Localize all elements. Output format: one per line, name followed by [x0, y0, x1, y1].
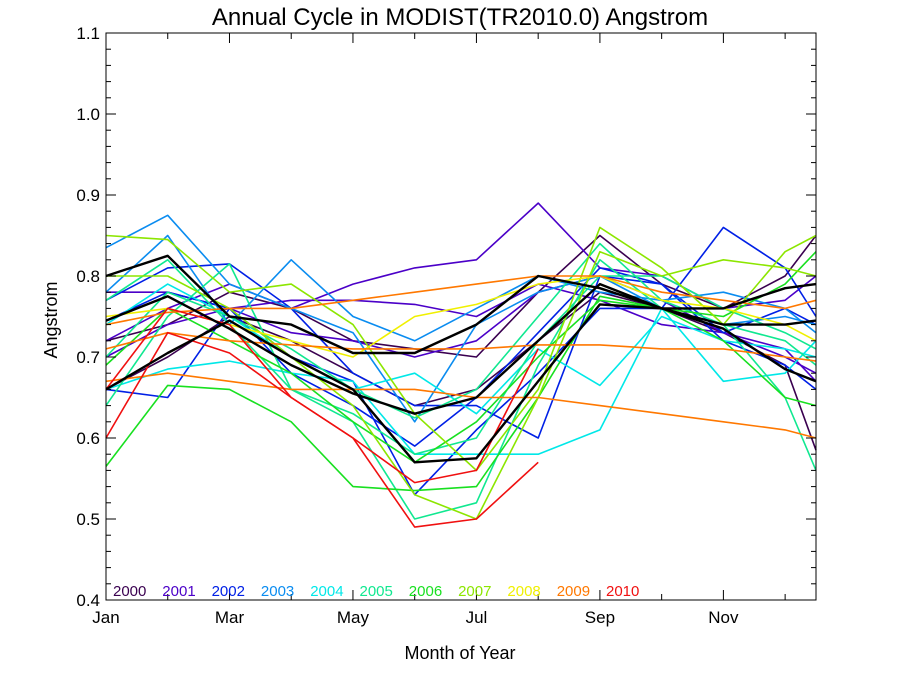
legend-entry-2010: 2010: [606, 583, 639, 600]
legend: 2000 2001 2002 2003 2004 2005 2006 2007 2008 2009…: [113, 583, 639, 600]
plot-lines: [105, 202, 817, 528]
legend-entry-2000: 2000: [113, 583, 146, 600]
legend-entry-2005: 2005: [360, 583, 393, 600]
y-tick-label: 0.4: [76, 591, 100, 610]
x-tick-label: Jan: [92, 608, 119, 627]
legend-entry-2006: 2006: [409, 583, 442, 600]
series-line-2006-1: [105, 295, 817, 492]
legend-entry-2003: 2003: [261, 583, 294, 600]
legend-entry-2007: 2007: [458, 583, 491, 600]
x-tick-label: Sep: [585, 608, 615, 627]
y-tick-label: 0.8: [76, 267, 100, 286]
plot-frame: 0.4 0.5 0.6 0.7 0.8 0.9 1.0 1.1 Jan Mar May Jul Sep N…: [76, 24, 817, 627]
legend-entry-2004: 2004: [310, 583, 343, 600]
plot-border: [105, 32, 817, 601]
series-line-2005-2: [105, 263, 817, 456]
legend-entry-2002: 2002: [212, 583, 245, 600]
x-axis-label: Month of Year: [404, 643, 515, 663]
y-axis-label: Angstrom: [41, 281, 61, 358]
series-line-2010-2: [105, 307, 539, 484]
legend-entry-2008: 2008: [507, 583, 540, 600]
y-tick-label: 0.9: [76, 186, 100, 205]
series-line-mean-2: [105, 282, 817, 464]
series-line-mean-1: [105, 282, 817, 415]
series-line-2004-1: [105, 307, 817, 456]
y-tick-label: 0.5: [76, 510, 100, 529]
y-tick-label: 0.7: [76, 348, 100, 367]
y-tick-label: 1.0: [76, 105, 100, 124]
legend-entry-2009: 2009: [557, 583, 590, 600]
y-tick-label: 1.1: [76, 24, 100, 43]
x-tick-label: Jul: [466, 608, 488, 627]
series-line-2006-2: [105, 251, 817, 464]
y-tick-label: 0.6: [76, 429, 100, 448]
x-tick-label: Nov: [708, 608, 739, 627]
series-line-2007-2: [106, 250, 817, 520]
series-line-2009-2: [105, 331, 817, 362]
series-line-mean-3: [105, 254, 817, 383]
legend-entry-2001: 2001: [162, 583, 195, 600]
series-line-2009-1: [105, 275, 817, 326]
x-tick-label: May: [337, 608, 370, 627]
chart-title: Annual Cycle in MODIST(TR2010.0) Angstro…: [212, 4, 708, 31]
series-line-2010-1: [105, 331, 539, 528]
x-tick-label: Mar: [215, 608, 245, 627]
